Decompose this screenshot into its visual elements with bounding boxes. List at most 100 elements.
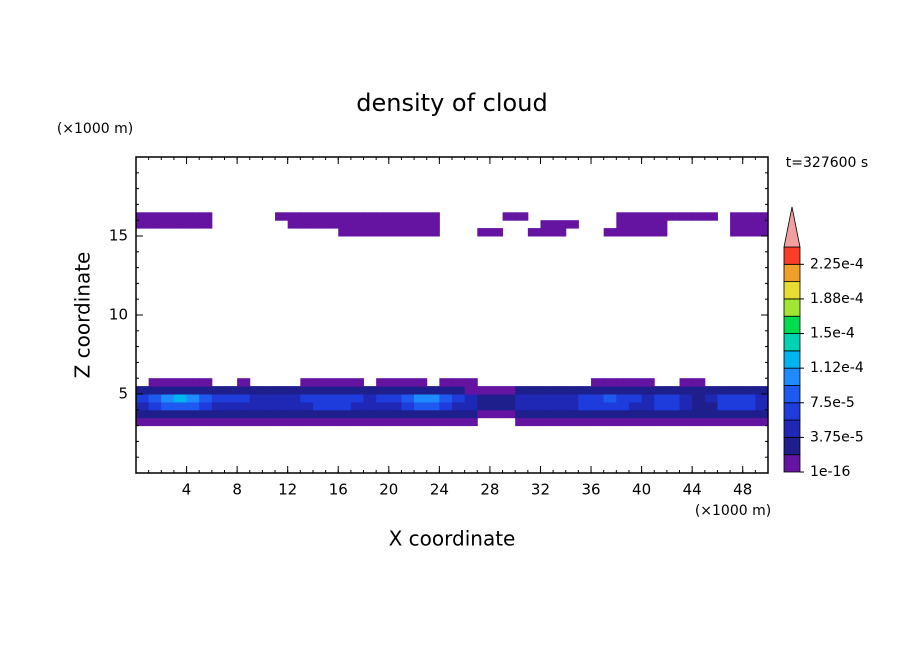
contour-cell [148, 401, 162, 411]
contour-cell [628, 386, 643, 395]
contour-cell [679, 212, 693, 221]
contour-cell [249, 417, 263, 427]
contour-cell [477, 228, 491, 237]
contour-cell [376, 401, 390, 411]
contour-cell [388, 378, 402, 387]
contour-cell [363, 409, 377, 419]
contour-cell [641, 394, 655, 403]
contour-cell [237, 401, 251, 411]
colorbar-label: 1.5e-4 [810, 326, 855, 342]
contour-cell [704, 394, 718, 403]
contour-cell [515, 212, 529, 221]
contour-cell [692, 212, 706, 221]
contour-cell [553, 409, 567, 419]
contour-cell [148, 386, 162, 395]
contour-cell [224, 386, 238, 395]
contour-cell [654, 386, 668, 395]
contour-cell [730, 417, 744, 427]
contour-cell [287, 386, 301, 395]
contour-cell [755, 409, 769, 419]
contour-cell [426, 212, 440, 221]
x-tick-label: 8 [232, 481, 242, 499]
contour-cell [692, 386, 706, 395]
contour-cell [704, 401, 718, 411]
contour-cell [325, 409, 339, 419]
contour-cell [654, 394, 668, 403]
x-tick-label: 28 [480, 481, 499, 499]
contour-cell [616, 417, 630, 427]
contour-cell [452, 386, 466, 395]
contour-cell [148, 378, 162, 387]
contour-cell [186, 409, 200, 419]
contour-cell [426, 228, 440, 237]
contour-cell [515, 417, 529, 427]
contour-cell [603, 228, 617, 237]
colorbar-band [783, 385, 801, 404]
y-tick-label: 5 [118, 385, 128, 403]
contour-cell [161, 401, 175, 411]
contour-cell [603, 386, 617, 395]
contour-cell [628, 212, 643, 221]
chart-title: density of cloud [356, 89, 547, 117]
colorbar-extension [783, 206, 801, 248]
colorbar-band [783, 263, 801, 283]
contour-cell [376, 409, 390, 419]
contour-cell [666, 394, 681, 403]
contour-cell [578, 417, 592, 427]
contour-cell [565, 409, 579, 419]
contour-cell [186, 386, 200, 395]
contour-cell [350, 394, 365, 403]
contour-cell [148, 409, 162, 419]
contour-cell [300, 417, 314, 427]
contour-cell [173, 401, 188, 411]
contour-cell [755, 417, 769, 427]
contour-cell [527, 401, 541, 411]
contour-cell [717, 394, 731, 403]
contour-cell [692, 401, 706, 411]
contour-cell [312, 394, 327, 403]
contour-cell [452, 378, 466, 387]
contour-cell [287, 417, 301, 427]
contour-cell [666, 212, 681, 221]
colorbar-label: 1.12e-4 [810, 360, 864, 376]
contour-cell [287, 394, 301, 403]
contour-cell [414, 220, 428, 229]
x-tick-label: 44 [683, 481, 702, 499]
contour-cell [439, 378, 453, 387]
contour-cell [565, 386, 579, 395]
contour-cell [641, 212, 655, 221]
contour-cell [262, 394, 276, 403]
contour-cell [489, 386, 504, 395]
contour-cell [312, 409, 327, 419]
contour-cell [704, 417, 718, 427]
contour-cell [275, 417, 289, 427]
contour-cell [477, 409, 491, 419]
contour-cell [553, 386, 567, 395]
x-tick-label: 4 [182, 481, 192, 499]
contour-cell [426, 409, 440, 419]
contour-cell [578, 409, 592, 419]
contour-cell [325, 401, 339, 411]
contour-cell [136, 220, 150, 229]
contour-cell [325, 417, 339, 427]
contour-cell [312, 417, 327, 427]
contour-cell [148, 220, 162, 229]
contour-cell [414, 378, 428, 387]
contour-cell [553, 401, 567, 411]
contour-cell [376, 386, 390, 395]
contour-cell [338, 386, 352, 395]
contour-cell [565, 401, 579, 411]
contour-cell [338, 409, 352, 419]
contour-cell [199, 401, 213, 411]
contour-cell [730, 228, 744, 237]
contour-cell [199, 417, 213, 427]
contour-cell [148, 394, 162, 403]
contour-cell [363, 401, 377, 411]
x-tick-label: 32 [531, 481, 550, 499]
contour-cell [161, 417, 175, 427]
contour-cell [237, 386, 251, 395]
contour-cell [401, 228, 415, 237]
contour-cell [692, 417, 706, 427]
x-axis-label: X coordinate [389, 527, 516, 551]
contour-cell [237, 417, 251, 427]
